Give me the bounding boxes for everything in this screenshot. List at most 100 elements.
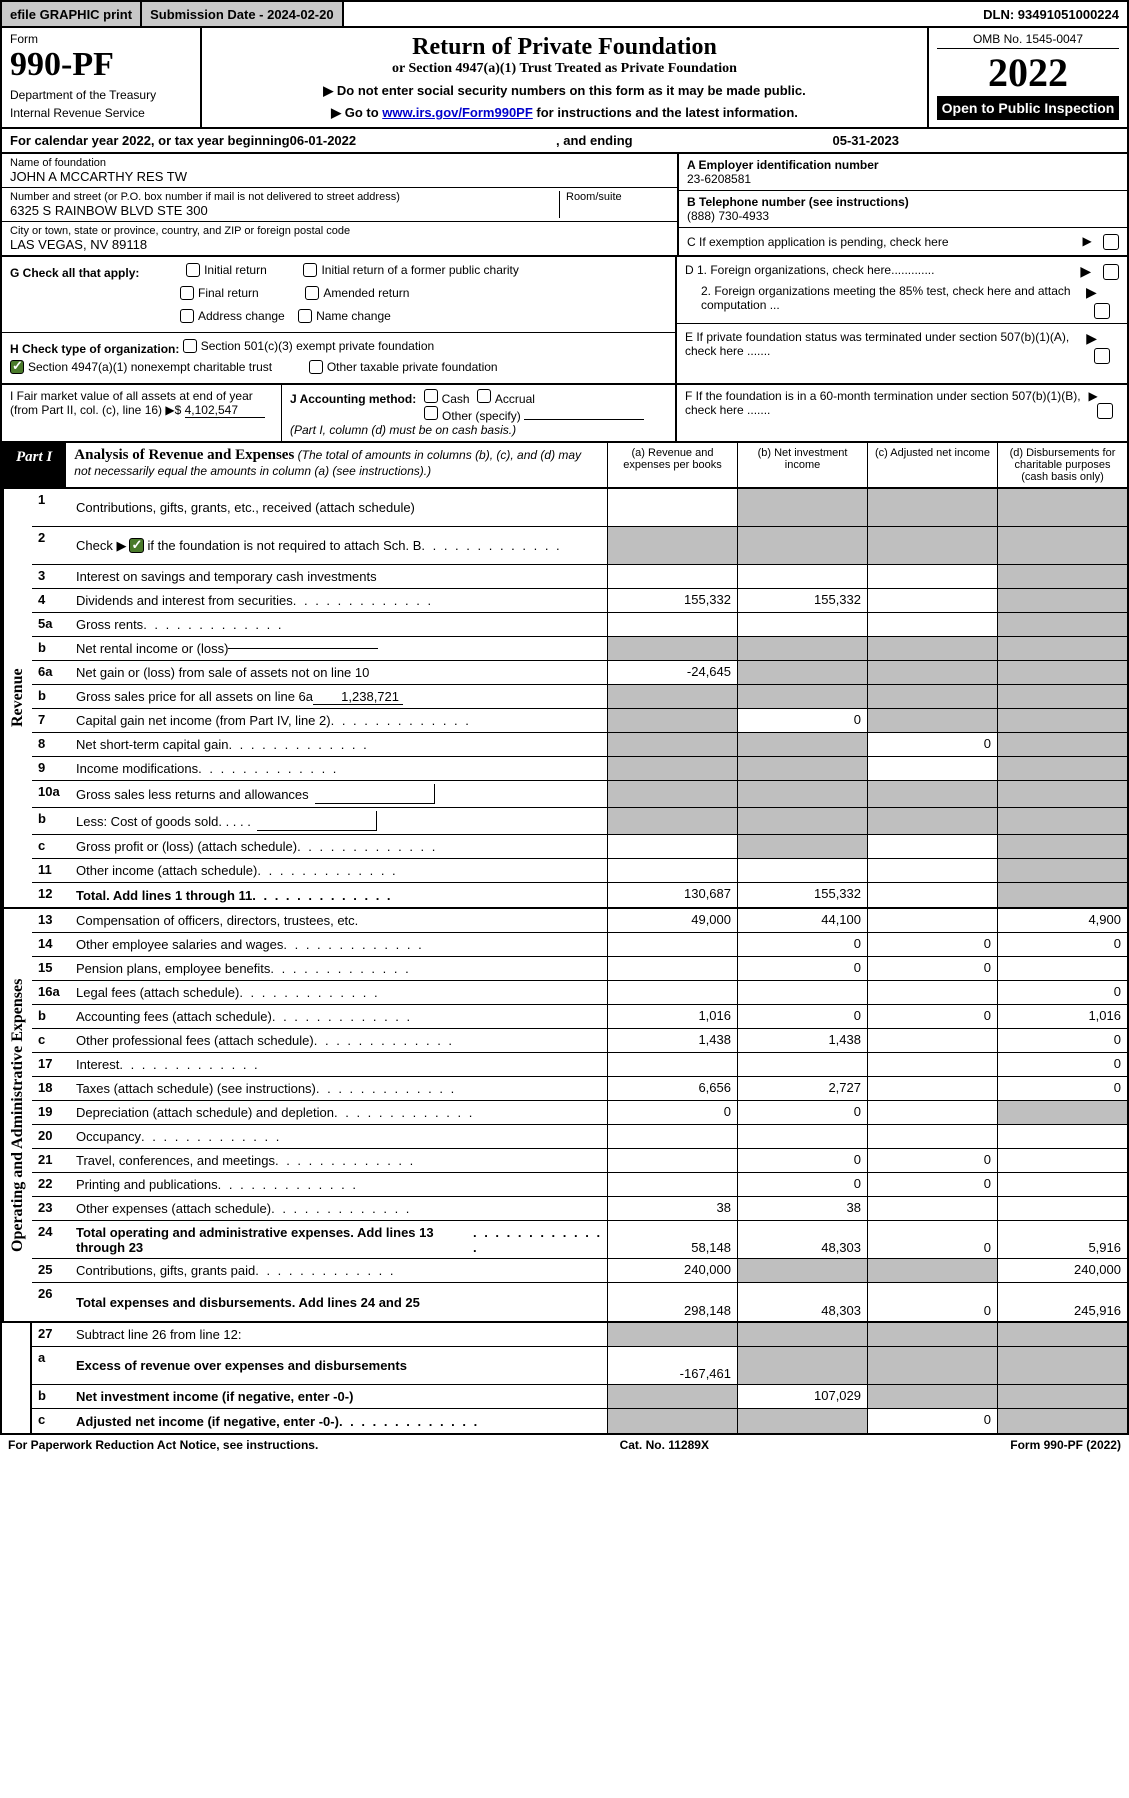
- j-cash[interactable]: Cash: [420, 392, 470, 406]
- line15-d: [997, 957, 1127, 980]
- line16b-c: 0: [867, 1005, 997, 1028]
- line21-a: [607, 1149, 737, 1172]
- header-right: OMB No. 1545-0047 2022 Open to Public In…: [927, 28, 1127, 127]
- line-3: 3 Interest on savings and temporary cash…: [32, 565, 1127, 589]
- phone-val: (888) 730-4933: [687, 209, 1119, 223]
- line20-d: [997, 1125, 1127, 1148]
- d2-checkbox[interactable]: [1094, 303, 1110, 319]
- col-a-head: (a) Revenue and expenses per books: [607, 443, 737, 487]
- line16a-a: [607, 981, 737, 1004]
- gh-right: D 1. Foreign organizations, check here..…: [677, 257, 1127, 383]
- cal-mid: , and ending: [356, 133, 832, 148]
- line3-d: [997, 565, 1127, 588]
- line-5a: 5a Gross rents: [32, 613, 1127, 637]
- line12-d: [997, 883, 1127, 907]
- line10c-text: Gross profit or (loss) (attach schedule): [76, 839, 297, 854]
- line11-text: Other income (attach schedule): [76, 863, 257, 878]
- line2-pre: Check ▶: [76, 538, 126, 554]
- line5b-field[interactable]: [228, 648, 378, 649]
- line24-c: 0: [867, 1221, 997, 1258]
- g-opt-amended[interactable]: Amended return: [305, 286, 409, 300]
- line23-a: 38: [607, 1197, 737, 1220]
- line-7: 7 Capital gain net income (from Part IV,…: [32, 709, 1127, 733]
- tax-year: 2022: [937, 49, 1119, 96]
- line21-d: [997, 1149, 1127, 1172]
- line10b-b: [737, 808, 867, 834]
- col-c-head: (c) Adjusted net income: [867, 443, 997, 487]
- irs-link[interactable]: www.irs.gov/Form990PF: [382, 105, 533, 120]
- h-opt1[interactable]: Section 501(c)(3) exempt private foundat…: [183, 339, 434, 353]
- line22-no: 22: [32, 1173, 72, 1196]
- line18-d: 0: [997, 1077, 1127, 1100]
- j-other[interactable]: Other (specify): [420, 409, 521, 423]
- g-opt-initial[interactable]: Initial return: [186, 263, 267, 277]
- h-opt3-text: Other taxable private foundation: [327, 360, 498, 374]
- line10a-text: Gross sales less returns and allowances: [76, 787, 309, 802]
- line15-b: 0: [737, 957, 867, 980]
- f-checkbox[interactable]: [1097, 403, 1113, 419]
- efile-print[interactable]: efile GRAPHIC print: [2, 2, 142, 26]
- g-opt-namechange[interactable]: Name change: [298, 309, 391, 323]
- note2-post: for instructions and the latest informat…: [533, 105, 798, 120]
- line-18: 18 Taxes (attach schedule) (see instruct…: [32, 1077, 1127, 1101]
- line27c-c: 0: [867, 1409, 997, 1433]
- j-opt1-text: Cash: [442, 392, 470, 406]
- line8-a: [607, 733, 737, 756]
- line8-no: 8: [32, 733, 72, 756]
- h-row: H Check type of organization: Section 50…: [10, 339, 667, 356]
- line-10a: 10a Gross sales less returns and allowan…: [32, 781, 1127, 808]
- j-accrual[interactable]: Accrual: [473, 392, 535, 406]
- dots: [270, 961, 410, 976]
- line6b-desc: Gross sales price for all assets on line…: [72, 685, 607, 708]
- j-section: J Accounting method: Cash Accrual Other …: [282, 385, 677, 441]
- line23-d: [997, 1197, 1127, 1220]
- line-2: 2 Check ▶ if the foundation is not requi…: [32, 527, 1127, 565]
- e-checkbox[interactable]: [1094, 348, 1110, 364]
- g-opt2-text: Final return: [198, 286, 259, 300]
- line3-c: [867, 565, 997, 588]
- line25-b: [737, 1259, 867, 1282]
- line24-d: 5,916: [997, 1221, 1127, 1258]
- dots: [297, 839, 437, 854]
- line24-b: 48,303: [737, 1221, 867, 1258]
- line2-checkbox[interactable]: [129, 538, 144, 553]
- line10c-a: [607, 835, 737, 858]
- line1-desc: Contributions, gifts, grants, etc., rece…: [72, 489, 607, 526]
- g-opt-final[interactable]: Final return: [180, 286, 259, 300]
- line26-c: 0: [867, 1283, 997, 1321]
- line7-c: [867, 709, 997, 732]
- line24-desc: Total operating and administrative expen…: [72, 1221, 607, 1258]
- line12-c: [867, 883, 997, 907]
- line10b-c: [867, 808, 997, 834]
- name-label: Name of foundation: [10, 157, 669, 169]
- line19-no: 19: [32, 1101, 72, 1124]
- line7-d: [997, 709, 1127, 732]
- dots: [473, 1225, 603, 1255]
- line11-c: [867, 859, 997, 882]
- line14-a: [607, 933, 737, 956]
- line-27b: b Net investment income (if negative, en…: [32, 1385, 1127, 1409]
- line27a-c: [867, 1347, 997, 1384]
- g-opt-former[interactable]: Initial return of a former public charit…: [303, 263, 518, 277]
- line-16a: 16a Legal fees (attach schedule) 0: [32, 981, 1127, 1005]
- line15-text: Pension plans, employee benefits: [76, 961, 270, 976]
- line10a-field[interactable]: [315, 784, 435, 804]
- line-6b: b Gross sales price for all assets on li…: [32, 685, 1127, 709]
- line7-desc: Capital gain net income (from Part IV, l…: [72, 709, 607, 732]
- line26-b: 48,303: [737, 1283, 867, 1321]
- c-checkbox[interactable]: [1103, 234, 1119, 250]
- line23-b: 38: [737, 1197, 867, 1220]
- h-opt2[interactable]: Section 4947(a)(1) nonexempt charitable …: [10, 360, 272, 374]
- g-opt4-text: Address change: [198, 309, 285, 323]
- d1-checkbox[interactable]: [1103, 264, 1119, 280]
- g-opt-addrchange[interactable]: Address change: [180, 309, 285, 323]
- h-opt3[interactable]: Other taxable private foundation: [309, 360, 498, 374]
- line27b-b: 107,029: [737, 1385, 867, 1408]
- line2-a: [607, 527, 737, 564]
- line19-desc: Depreciation (attach schedule) and deple…: [72, 1101, 607, 1124]
- dots: [257, 863, 397, 878]
- line10b-field[interactable]: [257, 811, 377, 831]
- line16c-a: 1,438: [607, 1029, 737, 1052]
- line8-c: 0: [867, 733, 997, 756]
- line21-no: 21: [32, 1149, 72, 1172]
